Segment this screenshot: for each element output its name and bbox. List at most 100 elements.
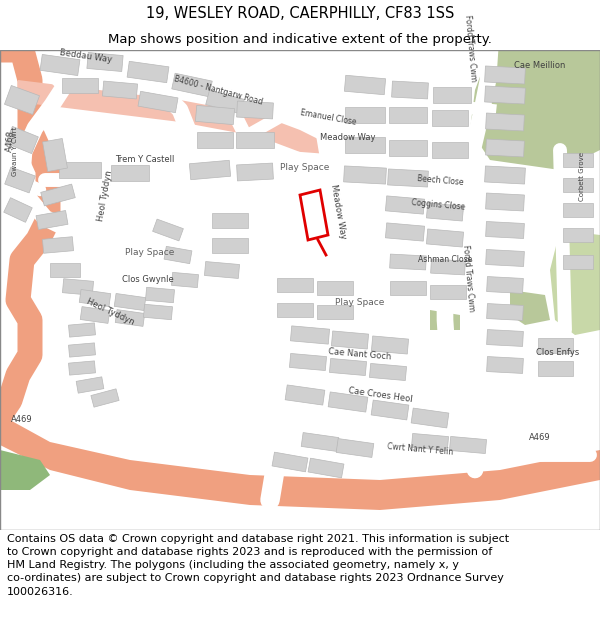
Polygon shape [43, 139, 67, 171]
Polygon shape [430, 310, 460, 330]
Polygon shape [427, 203, 464, 221]
Polygon shape [5, 167, 35, 193]
Polygon shape [290, 326, 329, 344]
Polygon shape [41, 184, 75, 206]
Polygon shape [36, 211, 68, 229]
Polygon shape [62, 78, 98, 92]
Polygon shape [385, 196, 425, 214]
Text: Fordd Traws Cwm: Fordd Traws Cwm [463, 14, 478, 82]
Polygon shape [236, 101, 274, 119]
Text: Play Space: Play Space [280, 163, 329, 172]
Polygon shape [345, 137, 385, 153]
Polygon shape [430, 285, 466, 299]
Polygon shape [91, 389, 119, 407]
Polygon shape [68, 323, 95, 337]
Polygon shape [411, 408, 449, 428]
Text: Cwrt Nant Y Felin: Cwrt Nant Y Felin [386, 442, 454, 457]
Polygon shape [127, 61, 169, 82]
Text: Beddau Way: Beddau Way [59, 48, 113, 64]
Polygon shape [412, 434, 449, 451]
Text: Play Space: Play Space [125, 248, 175, 257]
Polygon shape [487, 329, 523, 346]
Polygon shape [389, 107, 427, 123]
Polygon shape [172, 272, 199, 288]
Text: A469: A469 [11, 415, 33, 424]
Polygon shape [485, 249, 524, 266]
Polygon shape [510, 290, 550, 325]
Polygon shape [103, 81, 137, 99]
Polygon shape [388, 169, 428, 187]
Polygon shape [328, 392, 368, 412]
Polygon shape [301, 432, 339, 451]
Polygon shape [371, 400, 409, 420]
Polygon shape [433, 87, 471, 103]
Polygon shape [236, 163, 274, 181]
Polygon shape [80, 307, 110, 323]
Polygon shape [277, 278, 313, 292]
Polygon shape [111, 165, 149, 181]
Polygon shape [485, 86, 526, 104]
Polygon shape [485, 113, 524, 131]
Text: Meadow Way: Meadow Way [329, 184, 347, 240]
Text: Cae Nant Goch: Cae Nant Goch [328, 348, 392, 362]
Polygon shape [563, 228, 593, 242]
Polygon shape [392, 81, 428, 99]
Polygon shape [190, 160, 230, 180]
Polygon shape [344, 166, 386, 184]
Polygon shape [79, 289, 111, 306]
Polygon shape [43, 237, 74, 253]
Polygon shape [205, 261, 239, 279]
Text: Contains OS data © Crown copyright and database right 2021. This information is : Contains OS data © Crown copyright and d… [7, 534, 509, 597]
Text: Cae Croes Heol: Cae Croes Heol [347, 386, 413, 404]
Polygon shape [432, 110, 468, 126]
Polygon shape [236, 132, 274, 148]
Polygon shape [87, 52, 123, 71]
Text: Coggins Close: Coggins Close [411, 198, 465, 212]
Polygon shape [300, 190, 328, 240]
Polygon shape [277, 303, 313, 317]
Polygon shape [289, 354, 326, 371]
Polygon shape [390, 281, 426, 295]
Text: Clos Gwynle: Clos Gwynle [122, 275, 174, 284]
Polygon shape [485, 221, 524, 239]
Text: Emanuel Close: Emanuel Close [299, 108, 356, 127]
Polygon shape [449, 436, 487, 454]
Polygon shape [485, 193, 524, 211]
Polygon shape [317, 281, 353, 295]
Polygon shape [68, 361, 95, 375]
Text: Ashman Close: Ashman Close [418, 255, 472, 264]
Polygon shape [485, 166, 526, 184]
Polygon shape [143, 304, 173, 320]
Polygon shape [138, 91, 178, 112]
Polygon shape [336, 439, 374, 458]
Text: Beech Close: Beech Close [416, 174, 464, 187]
Polygon shape [115, 309, 145, 326]
Polygon shape [68, 343, 95, 357]
Polygon shape [487, 357, 523, 373]
Polygon shape [197, 132, 233, 148]
Polygon shape [50, 263, 80, 277]
Polygon shape [196, 106, 235, 124]
Polygon shape [550, 230, 600, 335]
Polygon shape [329, 359, 367, 376]
Polygon shape [5, 126, 38, 154]
Polygon shape [272, 452, 308, 472]
Polygon shape [389, 254, 427, 270]
Text: Meadow Way: Meadow Way [320, 133, 376, 142]
Polygon shape [538, 338, 572, 352]
Polygon shape [40, 54, 80, 76]
Text: Gwaun Y Cwrt: Gwaun Y Cwrt [12, 127, 18, 176]
Polygon shape [538, 361, 572, 376]
Polygon shape [76, 377, 104, 393]
Text: Cae Meillion: Cae Meillion [514, 61, 566, 70]
Polygon shape [308, 458, 344, 478]
Polygon shape [389, 140, 427, 156]
Text: 19, WESLEY ROAD, CAERPHILLY, CF83 1SS: 19, WESLEY ROAD, CAERPHILLY, CF83 1SS [146, 6, 454, 21]
Polygon shape [563, 203, 593, 217]
Polygon shape [432, 142, 468, 158]
Polygon shape [485, 66, 526, 84]
Polygon shape [487, 277, 523, 293]
Polygon shape [164, 246, 192, 264]
Polygon shape [371, 336, 409, 354]
Polygon shape [385, 223, 425, 241]
